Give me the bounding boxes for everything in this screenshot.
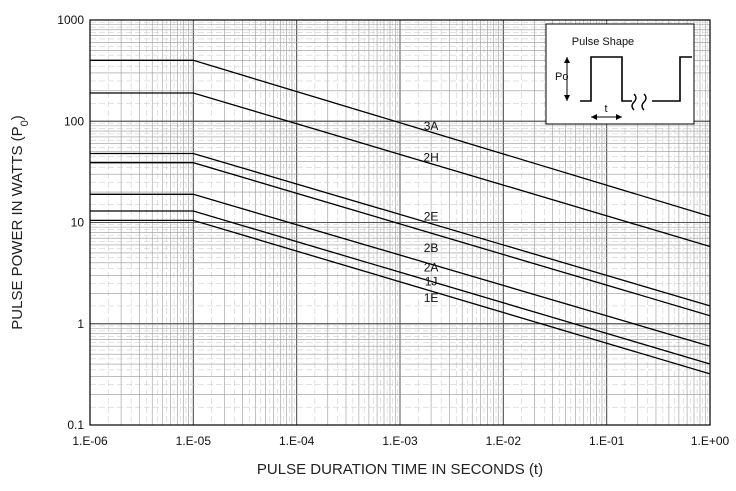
curve-label-2b: 2B [424,241,439,255]
curve-label-2e: 2E [424,209,439,223]
width-arrow-head-left [591,114,597,120]
amplitude-arrow-head-bottom [564,95,570,101]
inset-frame [545,23,695,125]
plot-frame [89,19,711,426]
curve-2e [90,152,711,307]
curve-label-1e: 1E [424,291,439,305]
width-label: t [604,103,607,115]
curve-label-2a: 2A [424,260,439,274]
inset-title: Pulse Shape [572,36,634,48]
y-tick-label: 100 [64,114,84,128]
y-tick-label: 10 [71,216,85,230]
x-tick-label: 1.E-01 [589,434,625,448]
tick-labels: 1.E-06 1.E-05 1.E-04 1.E-03 1.E-02 1.E-01 1.E+… [57,13,729,448]
curve-label-1j: 1J [425,275,438,289]
pulse-waveform-right [652,56,692,102]
pulse-waveform-left [580,56,632,102]
y-tick-label: 0.1 [67,418,84,432]
amplitude-label: Po [555,71,568,83]
y-tick-label: 1 [77,317,84,331]
x-axis-title: PULSE DURATION TIME IN SECONDS (t) [257,461,543,478]
width-arrow-head-right [616,114,622,120]
y-axis-title: PULSE POWER IN WATTS (P0) [9,115,31,329]
curves [90,59,711,375]
curve-2b [90,162,711,317]
x-tick-label: 1.E-02 [486,434,522,448]
pulse-shape-inset: Pulse Shape Po t [545,23,695,125]
x-tick-label: 1.E-05 [176,434,212,448]
curve-2h [90,92,711,248]
x-tick-label: 1.E+00 [691,434,730,448]
curve-1j [90,210,711,365]
curve-label-2h: 2H [423,150,438,164]
curve-2a [90,193,711,347]
break-mark-2 [641,93,647,111]
y-tick-label: 1000 [57,13,84,27]
x-tick-label: 1.E-03 [382,434,418,448]
break-mark-1 [631,93,637,111]
y-axis-title-main: PULSE POWER IN WATTS (P [9,126,26,329]
curve-label-3a: 3A [424,119,439,133]
curve-1e [90,219,711,375]
curve-3a [90,59,711,218]
y-axis-title-close: ) [9,115,26,120]
x-tick-label: 1.E-04 [279,434,315,448]
x-tick-label: 1.E-06 [72,434,108,448]
y-axis-title-subscript: 0 [19,120,31,126]
amplitude-arrow-head-top [564,57,570,63]
